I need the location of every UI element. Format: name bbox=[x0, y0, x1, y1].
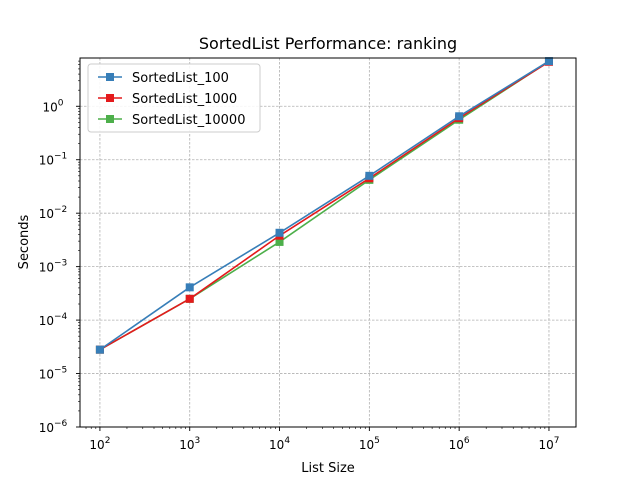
series-line bbox=[99, 61, 550, 351]
series-layer bbox=[95, 57, 553, 354]
data-point-marker bbox=[275, 228, 284, 237]
legend-box bbox=[87, 63, 261, 133]
x-tick-label: 105 bbox=[359, 436, 380, 452]
legend-marker bbox=[106, 115, 114, 123]
data-point-marker bbox=[455, 112, 464, 121]
plot-frame bbox=[79, 57, 577, 428]
series-SortedList_100 bbox=[95, 57, 553, 354]
y-tick-label: 100 bbox=[42, 98, 63, 114]
grid-lines bbox=[80, 58, 576, 428]
data-point-marker bbox=[95, 345, 104, 354]
chart-title: SortedList Performance: ranking bbox=[199, 34, 457, 53]
y-tick-label: 10−4 bbox=[39, 312, 68, 328]
legend-item: SortedList_1000 bbox=[98, 92, 237, 107]
ticks: 102 103 104 105 106 107 10−6 10−5 10−4 10−3 10−2 10… bbox=[39, 60, 559, 452]
series-line bbox=[99, 60, 550, 351]
legend-marker bbox=[106, 94, 114, 102]
x-tick-label: 102 bbox=[89, 436, 110, 452]
data-point-marker bbox=[365, 171, 374, 180]
data-point-marker bbox=[544, 57, 553, 66]
x-tick-label: 104 bbox=[269, 436, 290, 452]
y-axis-label: Seconds bbox=[17, 214, 32, 269]
legend-item: SortedList_100 bbox=[98, 71, 229, 86]
y-tick-label: 10−6 bbox=[39, 419, 68, 435]
legend-marker bbox=[106, 73, 114, 81]
x-axis-label: List Size bbox=[301, 461, 355, 476]
data-point-marker bbox=[185, 294, 194, 303]
x-tick-label: 107 bbox=[538, 436, 559, 452]
legend-label: SortedList_1000 bbox=[132, 92, 237, 107]
data-point-marker bbox=[275, 237, 284, 246]
x-tick-label: 103 bbox=[179, 436, 200, 452]
y-tick-label: 10−3 bbox=[39, 259, 68, 275]
legend-label: SortedList_10000 bbox=[132, 113, 245, 128]
y-tick-label: 10−1 bbox=[39, 152, 68, 168]
legend: SortedList_100 SortedList_1000 SortedList_… bbox=[87, 63, 261, 133]
data-point-marker bbox=[185, 283, 194, 292]
y-tick-label: 10−5 bbox=[39, 366, 68, 382]
legend-label: SortedList_100 bbox=[132, 71, 229, 86]
legend-item: SortedList_10000 bbox=[98, 113, 245, 128]
y-tick-label: 10−2 bbox=[39, 205, 68, 221]
x-tick-label: 106 bbox=[449, 436, 470, 452]
